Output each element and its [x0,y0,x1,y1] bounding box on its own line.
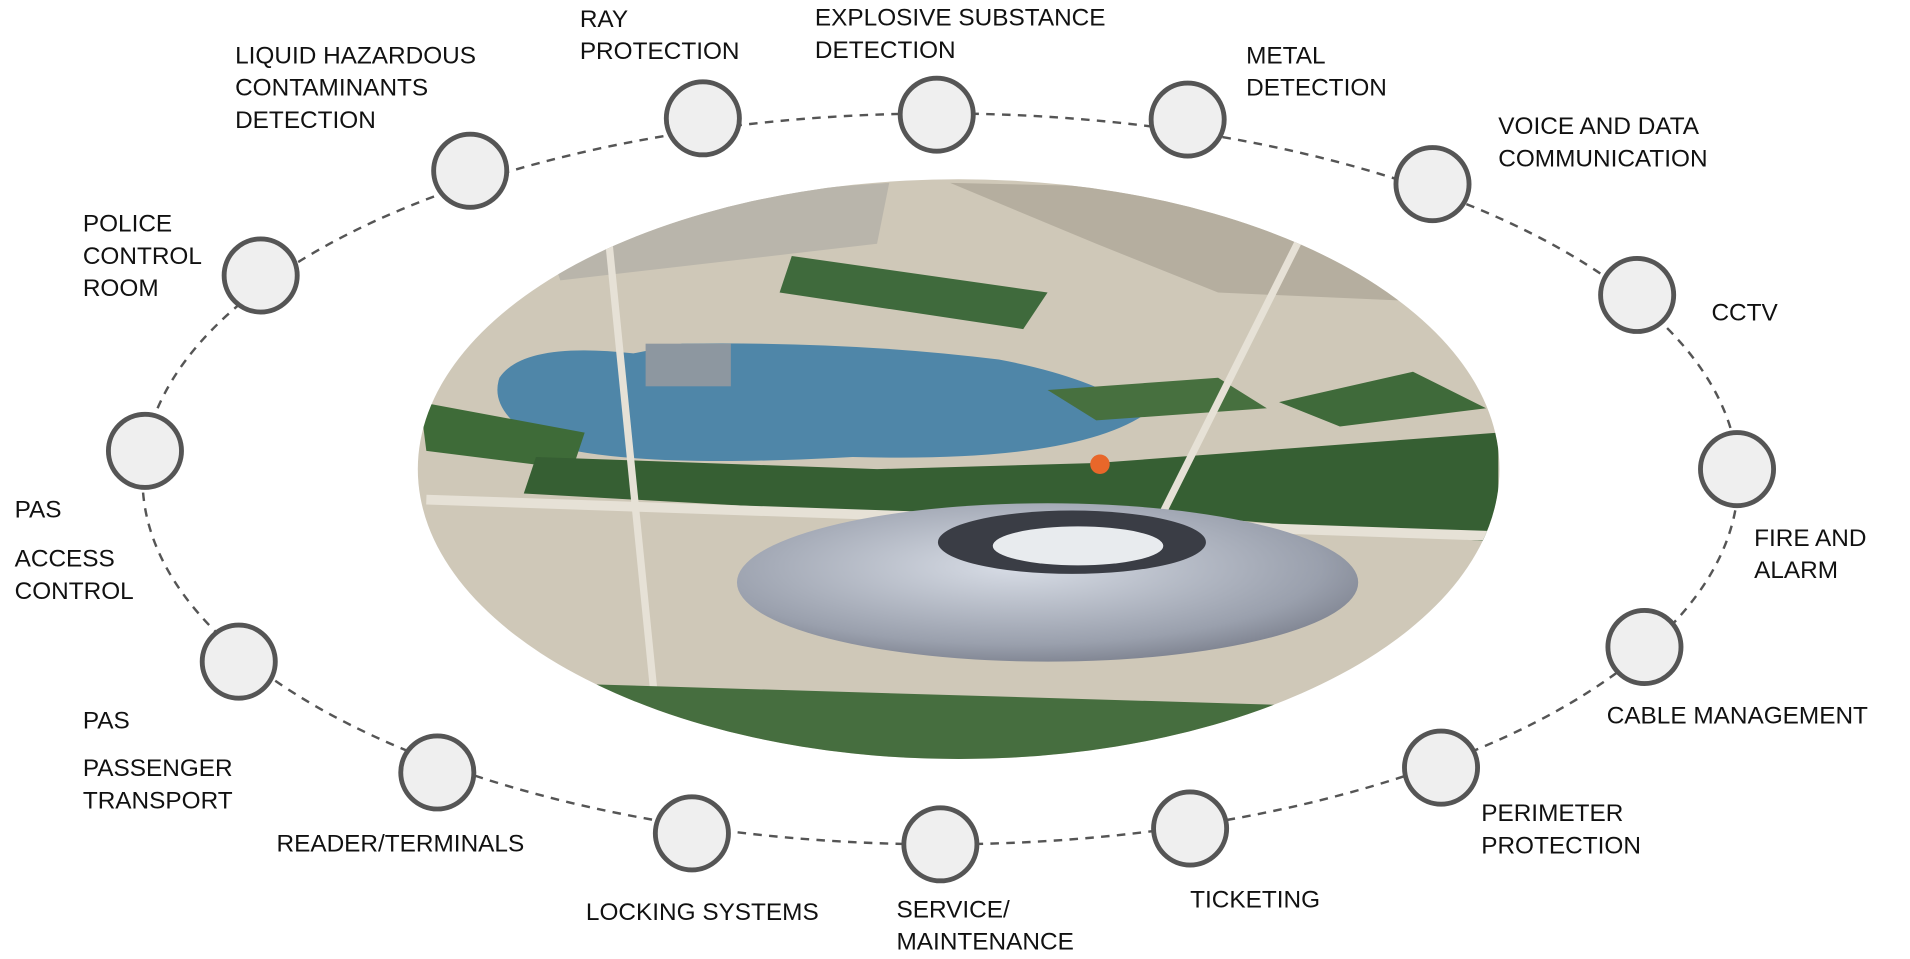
label-line: CONTROL [15,578,134,605]
label-line: EXPLOSIVE SUBSTANCE [815,4,1106,31]
label-line: COMMUNICATION [1498,145,1707,172]
nodes: POLICE CONTROL ROOM LIQUID HAZARDOUS CONTAMI… [15,4,1868,955]
node-label: SERVICE/MAINTENANCE [897,896,1074,955]
node-label: READER/TERMINALS [277,830,525,857]
node: FIRE AND ALARM [1698,430,1866,584]
label-line: SERVICE/ [897,896,1011,923]
label-line: DETECTION [815,37,956,64]
node: PERIMETER PROTECTION [1402,728,1641,859]
node-tag: PAS [83,707,130,734]
node-circle [199,622,278,701]
label-line: ROOM [83,275,159,302]
node-label: VOICE AND DATA COMMUNICATION [1498,113,1707,172]
label-line: READER/TERMINALS [277,830,525,857]
node-label: EXPLOSIVE SUBSTANCE DETECTION [815,4,1106,63]
label-line: ALARM [1754,557,1838,584]
node-circle [431,131,510,210]
label-line: LIQUID HAZARDOUS [235,42,476,69]
label-line: DETECTION [1246,75,1387,102]
label-line: LOCKING SYSTEMS [586,899,819,926]
node-circle [105,411,184,490]
label-line: CCTV [1711,299,1778,326]
node-label: PASSENGER TRANSPORT [83,755,233,814]
label-line: CABLE MANAGEMENT [1607,702,1868,729]
node-circle [1598,255,1677,334]
label-line: FIRE AND [1754,525,1866,552]
node-circle [1402,728,1481,807]
node-label: POLICE CONTROL ROOM [83,210,202,302]
node-circle [1148,80,1227,159]
label-line: TICKETING [1190,886,1320,913]
node: EXPLOSIVE SUBSTANCE DETECTION [815,4,1106,154]
node: READER/TERMINALS [277,733,525,857]
node-circle [398,733,477,812]
node-circle [1605,608,1684,686]
label-line: METAL [1246,42,1325,69]
node-label: CCTV [1711,299,1778,326]
node-tag: PAS [15,497,62,524]
label-line: PROTECTION [580,38,740,65]
label-line: PERIMETER [1481,800,1623,827]
node-label: TICKETING [1190,886,1320,913]
node: RAY PROTECTION [580,6,742,158]
node: METAL DETECTION [1148,42,1387,159]
node-circle [897,75,976,154]
node: CCTV [1598,255,1779,334]
label-line: DETECTION [235,107,376,134]
node: TICKETING [1151,789,1320,913]
node: PAS PASSENGER TRANSPORT [83,622,278,814]
label-line: PASSENGER [83,755,233,782]
label-line: RAY [580,6,628,33]
node-circle [221,236,300,315]
label-line: TRANSPORT [83,787,233,814]
label-line: MAINTENANCE [897,928,1074,955]
node: LIQUID HAZARDOUS CONTAMINANTS DETECTION [235,42,510,210]
label-line: CONTROL [83,243,202,270]
label-line: POLICE [83,210,172,237]
label-line: CONTAMINANTS [235,75,428,102]
site-photo [417,179,1500,760]
node-label: CABLE MANAGEMENT [1607,702,1868,729]
node: SERVICE/MAINTENANCE [897,805,1074,955]
label-line: PROTECTION [1481,832,1641,859]
node-circle [901,805,980,884]
node-circle [652,794,731,873]
node: LOCKING SYSTEMS [586,794,819,926]
node-circle [663,79,742,158]
node: POLICE CONTROL ROOM [83,210,300,315]
node-circle [1698,430,1777,509]
node-label: LOCKING SYSTEMS [586,899,819,926]
node-label: METAL DETECTION [1246,42,1387,101]
node-circle [1393,145,1472,224]
node-label: PERIMETER PROTECTION [1481,800,1641,859]
node: PAS ACCESS CONTROL [15,411,184,605]
node: CABLE MANAGEMENT [1605,608,1868,729]
label-line: ACCESS [15,545,115,572]
node-label: LIQUID HAZARDOUS CONTAMINANTS DETECTION [235,42,476,134]
node: VOICE AND DATA COMMUNICATION [1393,113,1708,224]
node-label: ACCESS CONTROL [15,545,134,604]
node-label: FIRE AND ALARM [1754,525,1866,584]
label-line: VOICE AND DATA [1498,113,1700,140]
node-label: RAY PROTECTION [580,6,740,65]
node-circle [1151,789,1230,868]
